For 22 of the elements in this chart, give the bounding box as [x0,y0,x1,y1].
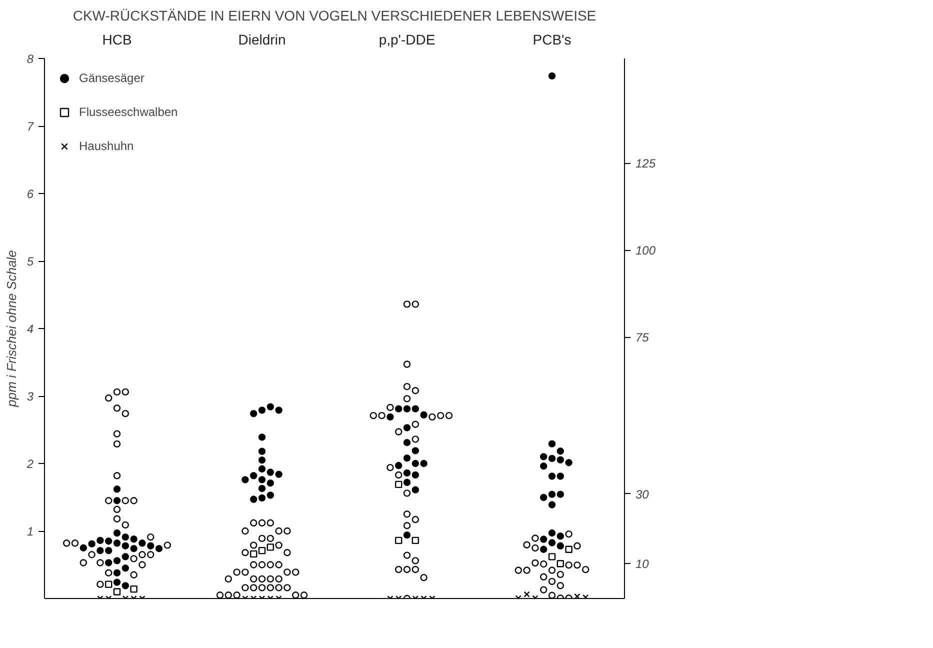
chart-title: CKW-RÜCKSTÄNDE IN EIERN VON VOGELN VERSCHIEDENER LEBENSWEISE [72,8,596,24]
legend-label: Haushuhn [79,139,134,153]
x-tick-label: p,p'-DDE [378,32,436,48]
y-tick-label: 1 [26,524,34,538]
y-tick-label: 6 [26,187,34,201]
legend-label: Flusseeschwalben [79,105,178,119]
y-tick-label: 5 [26,254,34,268]
x-tick-label: Dieldrin [238,32,286,48]
legend-label: Gänsesäger [79,71,144,85]
y2-tick-label: 10 [636,557,650,572]
y-tick-label: 3 [26,390,34,404]
y-tick-label: 4 [26,322,34,336]
y2-tick-label: 125 [636,156,656,171]
y2-tick-label: 100 [636,244,656,258]
y2-tick-label: 75 [636,330,650,345]
x-tick-label: HCB [102,32,132,48]
y2-tick-label: 30 [636,487,650,502]
y-tick-label: 7 [26,120,35,134]
y-tick-label: 2 [26,457,34,471]
y-axis-title: ppm i Frischei ohne Schale [4,250,19,408]
y-tick-label: 8 [26,52,34,66]
x-tick-label: PCB's [532,32,572,48]
